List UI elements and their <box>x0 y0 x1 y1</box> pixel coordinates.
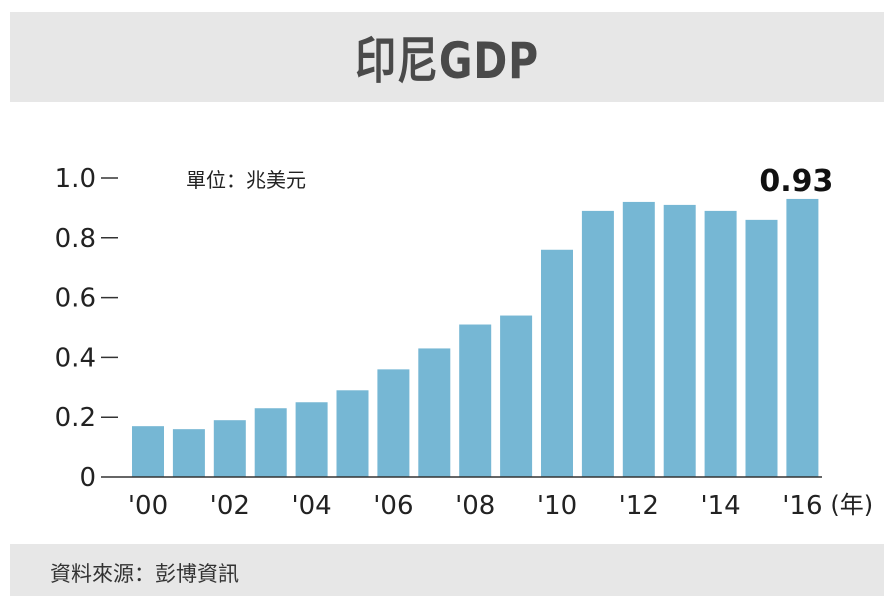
y-tick-label: 0.4 <box>55 343 96 373</box>
x-unit-label: (年) <box>830 491 873 519</box>
x-tick-label: '14 <box>700 491 740 521</box>
chart-area: 0 0.2 0.4 0.6 0.8 1.0 '00 '02 '04 '06 '08 '10 '12 '14… <box>10 102 884 544</box>
y-tick-label: 0.2 <box>55 403 96 433</box>
x-tick-label: '10 <box>537 491 577 521</box>
x-tick-label: '04 <box>291 491 331 521</box>
bar <box>541 249 573 477</box>
bar <box>581 210 614 477</box>
x-tick-label: '12 <box>619 491 659 521</box>
x-tick-label: '06 <box>373 491 413 521</box>
unit-label: 單位：兆美元 <box>186 168 306 192</box>
bar <box>786 198 819 477</box>
bar <box>295 402 328 477</box>
y-tick-label: 0.6 <box>55 284 96 314</box>
bar <box>132 426 164 477</box>
title-bar: 印尼GDP <box>10 12 884 102</box>
source-note: 資料來源：彭博資訊 <box>50 562 239 586</box>
bar <box>172 429 205 477</box>
x-tick-label: '00 <box>128 491 168 521</box>
x-tick-label: '08 <box>455 491 495 521</box>
bar <box>745 219 778 478</box>
bar <box>500 315 533 477</box>
bar <box>704 210 737 477</box>
y-tick-label: 0 <box>79 463 96 493</box>
y-tick-label: 1.0 <box>55 164 96 194</box>
x-tick-label: '02 <box>210 491 250 521</box>
x-tick-label: '16 <box>782 491 822 521</box>
bar <box>663 204 696 477</box>
bar <box>336 390 369 477</box>
chart-title: 印尼GDP <box>355 32 539 90</box>
bar <box>377 369 410 477</box>
y-tick-label: 0.8 <box>55 224 96 254</box>
bar <box>254 408 287 477</box>
bar <box>622 201 655 478</box>
data-label: 0.93 <box>759 164 833 199</box>
source-bar: 資料來源：彭博資訊 <box>10 544 884 596</box>
bar-chart: 0 0.2 0.4 0.6 0.8 1.0 '00 '02 '04 '06 '08 '10 '12 '14… <box>55 164 873 521</box>
bar <box>459 324 492 477</box>
bar <box>213 420 246 477</box>
bar <box>418 348 451 477</box>
